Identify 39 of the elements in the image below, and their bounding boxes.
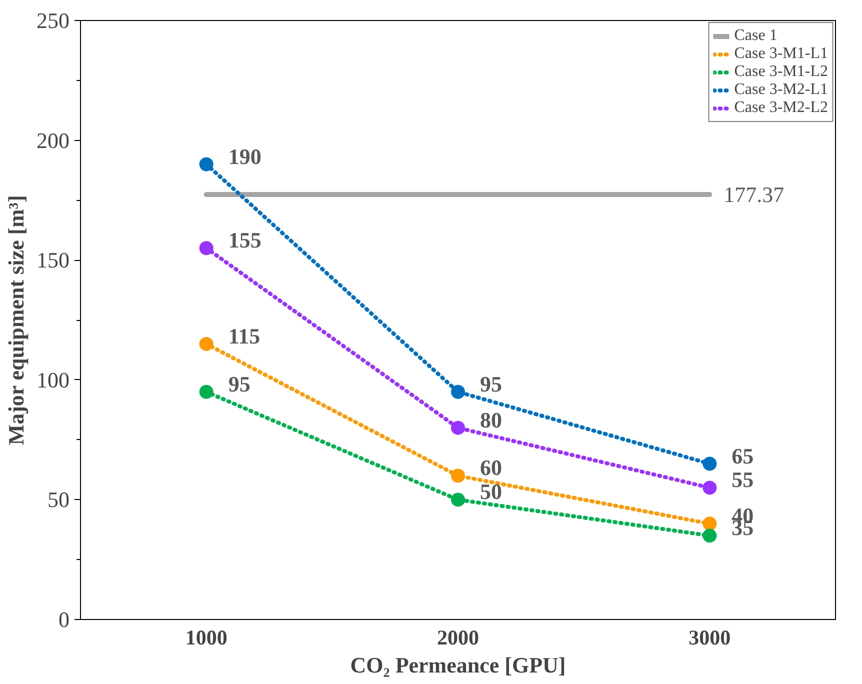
point (702, 456, 717, 471)
y-tick-label: 0 (58, 607, 70, 632)
x-tick-label: 1000 (185, 626, 228, 650)
point (199, 384, 214, 399)
data-label: 50 (480, 479, 502, 504)
point (702, 516, 717, 531)
legend-label: Case 1 (734, 27, 778, 45)
y-tick-label: 200 (36, 128, 70, 153)
legend-label: Case 3-M2-L2 (734, 99, 828, 117)
y-tick-label: 100 (36, 367, 70, 392)
data-label: 55 (732, 467, 754, 492)
y-tick-label: 50 (48, 487, 70, 512)
data-label: 95 (480, 371, 502, 396)
data-label: 65 (732, 443, 754, 468)
data-label: 60 (480, 455, 502, 480)
point (451, 384, 465, 399)
point (199, 241, 214, 256)
y-axis-title: Major equipment size [m³] (4, 195, 28, 446)
legend-label: Case 3-M2-L1 (734, 81, 828, 99)
data-label: 115 (228, 323, 260, 348)
data-label: 177.37 (724, 182, 784, 208)
point (451, 468, 465, 483)
point (199, 336, 214, 351)
x-tick-label: 3000 (688, 626, 731, 650)
data-label: 155 (228, 228, 262, 253)
data-label: 80 (480, 407, 502, 432)
data-label: 190 (228, 144, 262, 169)
x-axis-title: CO₂ Permeance [GPU] (350, 652, 566, 678)
data-label: 95 (228, 371, 250, 396)
y-tick-label: 250 (36, 8, 70, 33)
point (702, 528, 717, 543)
point (199, 157, 214, 172)
legend-label: Case 3-M1-L2 (734, 63, 828, 81)
point (702, 480, 717, 495)
point (451, 492, 465, 507)
x-tick-label: 2000 (437, 626, 479, 650)
legend-label: Case 3-M1-L1 (734, 45, 828, 63)
point (451, 420, 465, 435)
y-tick-label: 150 (36, 248, 70, 273)
